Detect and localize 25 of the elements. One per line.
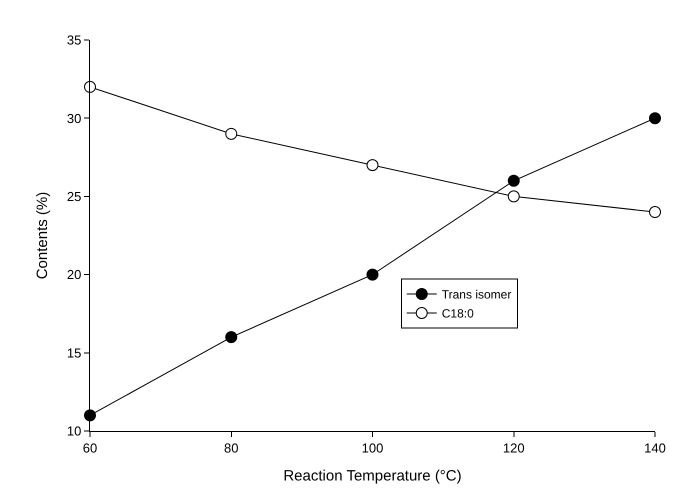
point bbox=[84, 80, 96, 93]
x-tick-label: 100 bbox=[362, 440, 384, 456]
point bbox=[225, 331, 238, 344]
point bbox=[649, 206, 661, 218]
x-axis-title: Reaction Temperature (°C) bbox=[283, 468, 462, 485]
y-tick-label: 15 bbox=[66, 345, 82, 360]
y-tick-label: 10 bbox=[66, 424, 82, 439]
x-tick-label: 60 bbox=[82, 440, 98, 456]
legend-label: Trans isomer bbox=[442, 288, 512, 302]
x-tick-label: 120 bbox=[502, 440, 525, 456]
y-tick-label: 35 bbox=[66, 32, 82, 48]
y-tick-label: 30 bbox=[66, 110, 82, 126]
point bbox=[649, 112, 661, 124]
point bbox=[225, 128, 238, 140]
point bbox=[84, 409, 96, 422]
point bbox=[508, 190, 520, 202]
x-tick-label: 140 bbox=[644, 440, 666, 456]
point bbox=[366, 268, 378, 281]
x-tick-label: 80 bbox=[224, 440, 238, 456]
point bbox=[508, 174, 520, 187]
y-tick-label: 20 bbox=[66, 267, 82, 282]
y-tick-label: 25 bbox=[66, 188, 82, 204]
legend-label: C18:0 bbox=[442, 306, 474, 321]
y-axis-title: Contents (%) bbox=[34, 192, 52, 280]
point bbox=[366, 159, 378, 172]
